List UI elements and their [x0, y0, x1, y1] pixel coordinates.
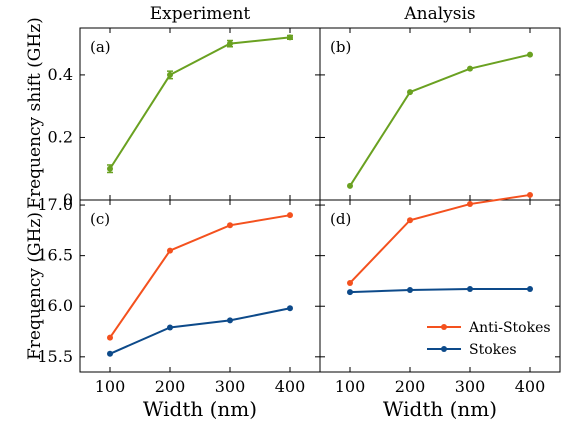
x-tick-label: 400 [515, 377, 546, 396]
y-tick-label: 0.4 [48, 65, 73, 84]
data-point [167, 324, 173, 331]
y-axis-label-top: Frequency shift (GHz) [25, 17, 45, 209]
x-tick-label: 200 [395, 377, 426, 396]
series-line-0 [349, 53, 531, 187]
data-point [407, 287, 413, 294]
data-point [347, 279, 353, 286]
x-tick-label: 400 [275, 377, 306, 396]
panel-frame [79, 199, 321, 373]
x-tick-label: 100 [335, 377, 366, 396]
panel-2: 100 200 300 400 15.5 16.0 16.5 17.0 (c) [37, 195, 321, 396]
data-point [167, 71, 173, 78]
y-tick-label: 17.0 [37, 195, 73, 214]
panel-frame [79, 27, 321, 201]
data-point [167, 247, 173, 254]
x-tick-label: 300 [215, 377, 246, 396]
x-tick-label: 200 [155, 377, 186, 396]
data-point [467, 201, 473, 208]
panel-3: 100 200 300 400 (d) [319, 191, 561, 396]
panel-letter: (b) [330, 38, 351, 56]
data-point [227, 317, 233, 324]
series-line-1 [109, 307, 291, 355]
series-line-0 [109, 214, 291, 339]
data-point [467, 65, 473, 72]
y-tick-label: 0 [63, 190, 73, 209]
data-point [407, 89, 413, 96]
data-point [107, 165, 113, 172]
panel-letter: (a) [90, 38, 111, 56]
panel-0: 0 0.2 0.4 (a) [48, 27, 321, 209]
data-point [467, 286, 473, 293]
series-line-1 [349, 288, 530, 294]
data-point [347, 182, 353, 189]
legend-stokes-marker [441, 346, 447, 352]
y-tick-label: 0.2 [48, 127, 73, 146]
panel-frame [319, 27, 561, 201]
series-line-0 [109, 36, 291, 170]
x-axis-label-right: Width (nm) [383, 397, 497, 421]
panel-letter: (c) [90, 210, 110, 228]
data-point [407, 217, 413, 224]
data-point [227, 40, 233, 47]
legend: Anti-Stokes Stokes [427, 320, 551, 358]
data-point [107, 350, 113, 357]
data-point [107, 334, 113, 341]
y-tick-label: 15.5 [37, 347, 73, 366]
panel-frame [319, 199, 561, 373]
panel-1: (b) [319, 27, 561, 201]
series-line-0 [349, 193, 531, 284]
data-point [527, 51, 533, 58]
y-tick-label: 16.0 [37, 296, 73, 315]
legend-stokes-label: Stokes [469, 342, 517, 358]
x-tick-label: 300 [455, 377, 486, 396]
data-point [287, 305, 293, 312]
legend-anti-stokes-label: Anti-Stokes [468, 320, 551, 336]
data-point [347, 289, 353, 296]
panels: 0 0.2 0.4 (a) (b) 100 200 300 400 15.5 16.0 16.5 17.… [37, 27, 561, 396]
data-point [527, 286, 533, 293]
column-title-experiment: Experiment [150, 4, 251, 24]
y-axis-label-bottom: Frequency (GHz) [25, 212, 45, 360]
column-title-analysis: Analysis [403, 4, 475, 24]
data-point [527, 191, 533, 198]
data-point [287, 34, 293, 41]
data-point [287, 212, 293, 219]
panel-letter: (d) [330, 210, 351, 228]
legend-anti-stokes-marker [441, 324, 447, 330]
x-axis-label-left: Width (nm) [143, 397, 257, 421]
y-tick-label: 16.5 [37, 246, 73, 265]
data-point [227, 222, 233, 229]
x-tick-label: 100 [95, 377, 126, 396]
